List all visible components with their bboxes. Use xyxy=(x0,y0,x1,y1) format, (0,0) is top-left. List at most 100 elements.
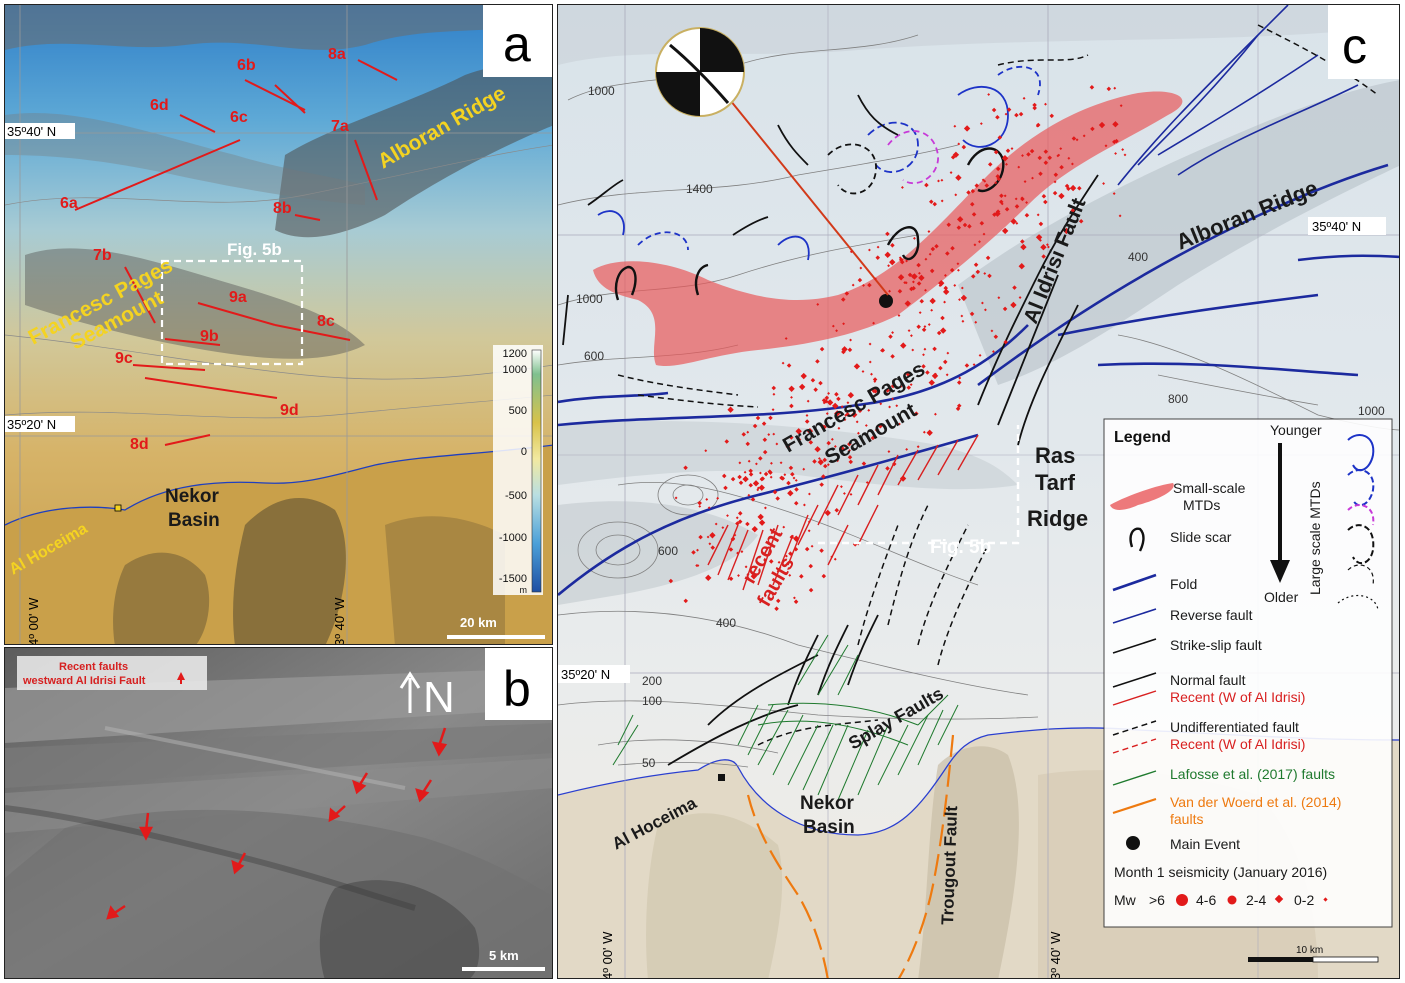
seismic-event-marker xyxy=(849,250,853,254)
seismic-event-marker xyxy=(705,497,709,501)
al-hoceima-marker-c xyxy=(718,774,725,781)
seismic-event-marker xyxy=(1035,234,1043,241)
seismic-event-marker xyxy=(738,461,742,465)
seismic-event-marker xyxy=(923,347,927,351)
colorbar-tick: -1000 xyxy=(499,532,527,544)
seismic-event-marker xyxy=(949,267,955,273)
seismic-event-marker xyxy=(880,349,883,353)
legend-mag3-dot xyxy=(1274,894,1284,904)
seismic-event-marker xyxy=(1113,86,1117,90)
seismic-event-marker xyxy=(817,458,824,466)
seismic-event-marker xyxy=(794,478,798,482)
seismic-event-marker xyxy=(775,442,779,446)
seismic-event-marker xyxy=(818,457,821,460)
seismic-event-marker xyxy=(848,459,854,465)
seismic-event-marker xyxy=(831,324,835,328)
seismic-event-marker xyxy=(919,298,925,304)
age-arrowhead-icon xyxy=(1270,560,1290,583)
seismic-event-marker xyxy=(848,449,851,452)
small-scale-mtds xyxy=(593,91,1183,367)
seismic-event-marker xyxy=(772,392,776,396)
seismic-event-marker xyxy=(916,445,920,449)
seismic-event-marker xyxy=(827,391,830,395)
normal-faults xyxy=(562,94,899,766)
seismic-event-marker xyxy=(942,288,950,296)
profile-label-8c: 8c xyxy=(317,313,335,330)
seismic-event-marker xyxy=(1038,221,1044,227)
seismic-event-marker xyxy=(906,385,912,390)
seismic-event-marker xyxy=(870,372,873,376)
seismic-event-marker xyxy=(759,471,762,475)
seismic-event-marker xyxy=(978,353,982,357)
basin-label: Basin xyxy=(168,510,220,531)
seismic-event-marker xyxy=(695,564,699,567)
seismic-event-marker xyxy=(824,509,831,517)
seismic-event-marker xyxy=(973,262,979,268)
legend-small-mtds-1: Small-scale xyxy=(1173,480,1246,496)
seismic-event-marker xyxy=(737,474,742,480)
legend-undiff-swatch xyxy=(1112,720,1157,736)
seismic-event-marker xyxy=(822,401,826,405)
seismic-event-marker xyxy=(826,463,830,467)
seismic-event-marker xyxy=(961,319,965,323)
seismic-event-marker xyxy=(767,433,771,437)
seismic-event-marker xyxy=(851,283,855,287)
seismic-event-marker xyxy=(1006,107,1012,112)
seismic-event-marker xyxy=(904,300,911,307)
seismic-event-marker xyxy=(939,327,947,334)
profile-label-9a: 9a xyxy=(229,289,247,306)
seismic-event-marker xyxy=(997,135,1003,140)
contour-label: 1000 xyxy=(1358,404,1385,418)
seismic-event-marker xyxy=(958,298,961,302)
seismic-event-marker xyxy=(743,470,747,474)
contour-label: 1000 xyxy=(588,84,615,98)
seismic-event-marker xyxy=(928,379,935,386)
seismic-event-marker xyxy=(849,338,852,342)
trougout-fault-label: Trougout Fault xyxy=(938,805,961,925)
legend-normal-recent: Recent (W of Al Idrisi) xyxy=(1170,689,1305,705)
legend-normal: Normal fault xyxy=(1170,672,1246,688)
seismic-event-marker xyxy=(831,402,839,410)
panel-c-interpretation-map: 1000 1400 1000 600 400 800 1000 600 400 … xyxy=(557,4,1400,979)
focal-mechanism-beachball-icon xyxy=(655,27,745,117)
seismic-event-marker xyxy=(826,440,831,446)
seismic-event-marker xyxy=(960,286,964,290)
seismic-event-marker xyxy=(808,440,814,445)
seismic-event-marker xyxy=(945,373,949,377)
seismic-event-marker xyxy=(929,297,936,305)
seismic-event-marker xyxy=(833,557,837,561)
scale-label-a: 20 km xyxy=(460,615,497,630)
seismic-event-marker xyxy=(1015,221,1019,225)
seismic-event-marker xyxy=(769,475,773,479)
seismic-event-marker xyxy=(1071,162,1074,166)
seismic-event-marker xyxy=(889,259,896,266)
seismic-event-marker xyxy=(822,463,828,469)
seismic-event-marker xyxy=(914,411,919,416)
seismic-event-marker xyxy=(818,380,823,386)
seismic-event-marker xyxy=(861,461,867,466)
north-label: N xyxy=(423,673,455,722)
seismic-event-marker xyxy=(849,492,853,496)
seismic-event-marker xyxy=(1020,196,1024,200)
seismic-event-marker xyxy=(905,259,908,263)
seismic-event-marker xyxy=(956,380,962,385)
lon-3-label-c: 3º 40' W xyxy=(1048,931,1063,979)
legend-undiff: Undifferentiated fault xyxy=(1170,719,1299,735)
basin-label-c: Basin xyxy=(803,817,855,838)
seismic-event-marker xyxy=(1077,185,1082,191)
recent-fault-arrows xyxy=(106,727,448,920)
seismic-event-marker xyxy=(834,410,841,417)
seismic-event-marker xyxy=(840,405,844,409)
legend-mag1-dot xyxy=(1176,894,1188,906)
seismic-event-marker xyxy=(899,384,903,388)
seismic-event-marker xyxy=(736,551,739,555)
seismic-event-marker xyxy=(872,321,875,325)
lon-4-label-c: 4º 00' W xyxy=(600,931,615,979)
seismic-event-marker xyxy=(885,466,890,471)
legend-mag4: 0-2 xyxy=(1294,892,1314,908)
fig5b-inset-label: Fig. 5b xyxy=(227,240,282,259)
seismic-event-marker xyxy=(756,488,760,492)
seismic-event-marker xyxy=(683,465,688,471)
seismic-event-marker xyxy=(868,360,872,364)
seismic-event-marker xyxy=(1029,148,1035,154)
